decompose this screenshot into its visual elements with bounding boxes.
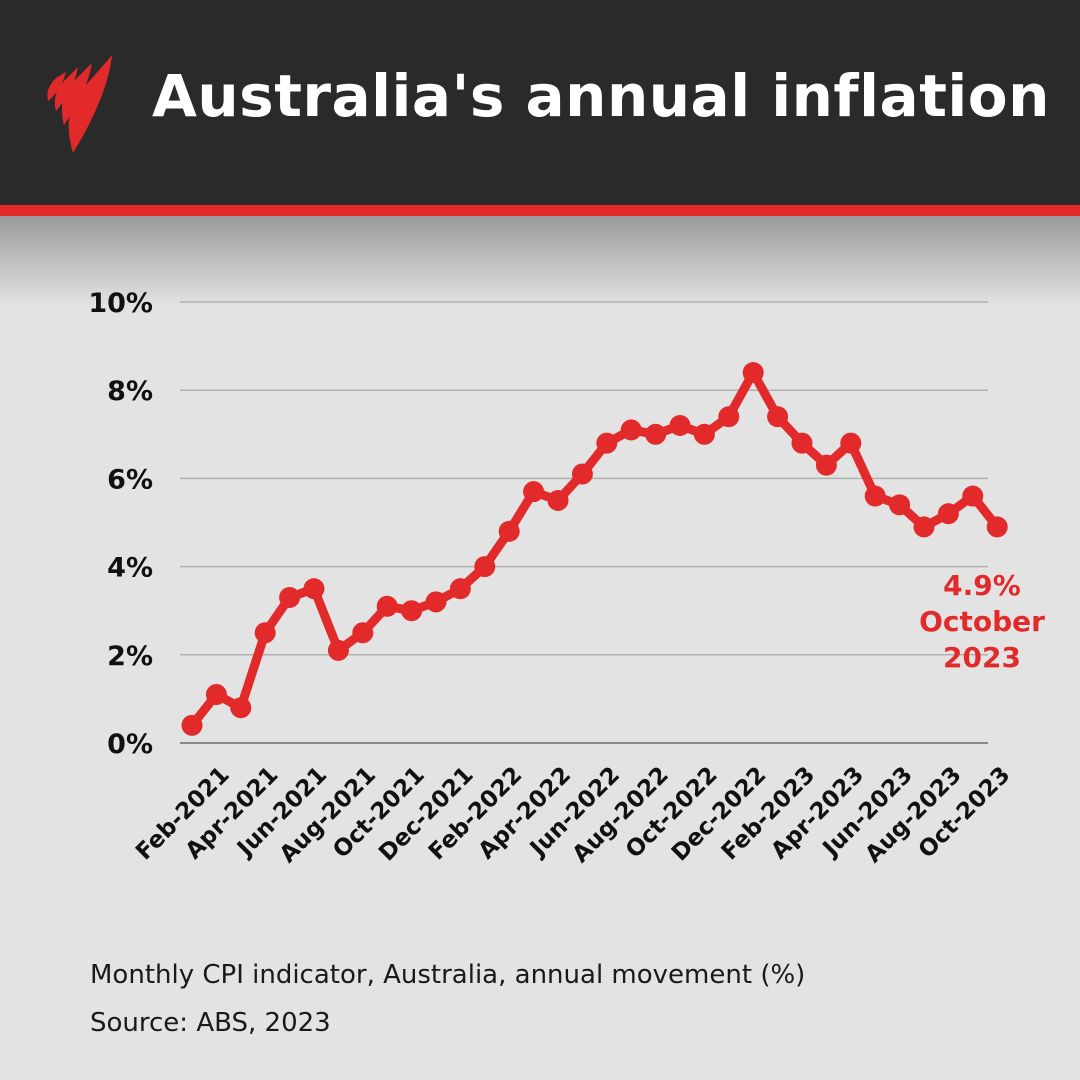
data-point (303, 578, 325, 600)
inflation-series-line (188, 368, 1001, 729)
data-point (181, 714, 203, 736)
data-point (279, 586, 301, 608)
y-tick-label: 0% (107, 729, 153, 760)
data-point (205, 683, 227, 705)
data-point (474, 556, 496, 578)
data-point (840, 432, 862, 454)
data-point (791, 432, 813, 454)
chart-source: Source: ABS, 2023 (90, 1008, 331, 1038)
header-bar (0, 0, 1080, 205)
data-point (352, 622, 374, 644)
data-point (449, 578, 471, 600)
y-tick-label: 2% (107, 641, 153, 672)
data-point (889, 494, 911, 516)
y-tick-label: 8% (107, 376, 153, 407)
data-point (693, 423, 715, 445)
header-stripe (0, 205, 1080, 216)
data-point (498, 520, 520, 542)
data-point (327, 639, 349, 661)
data-point (425, 591, 447, 613)
data-point (962, 485, 984, 507)
data-point (596, 432, 618, 454)
data-point (645, 423, 667, 445)
sbs-logo-icon (47, 55, 112, 153)
data-point (986, 516, 1008, 538)
data-point (571, 463, 593, 485)
y-tick-label: 6% (107, 464, 153, 495)
latest-value-annotation: 2023 (943, 641, 1021, 674)
data-point (669, 414, 691, 436)
data-point (815, 454, 837, 476)
data-point (401, 600, 423, 622)
latest-value-annotation: 4.9% (943, 569, 1021, 602)
data-point (547, 489, 569, 511)
y-tick-label: 10% (88, 288, 153, 319)
data-point (620, 419, 642, 441)
data-point (718, 406, 740, 428)
data-point (230, 697, 252, 719)
data-point (767, 406, 789, 428)
y-tick-label: 4% (107, 553, 153, 584)
header-shadow (0, 216, 1080, 306)
page-title: Australia's annual inflation (152, 62, 1050, 130)
data-point (864, 485, 886, 507)
data-point (254, 622, 276, 644)
data-point (742, 362, 764, 384)
latest-value-annotation: October (919, 605, 1045, 638)
data-point (937, 503, 959, 525)
data-point (913, 516, 935, 538)
data-point (376, 595, 398, 617)
data-point (523, 481, 545, 503)
chart-caption: Monthly CPI indicator, Australia, annual… (90, 960, 806, 990)
